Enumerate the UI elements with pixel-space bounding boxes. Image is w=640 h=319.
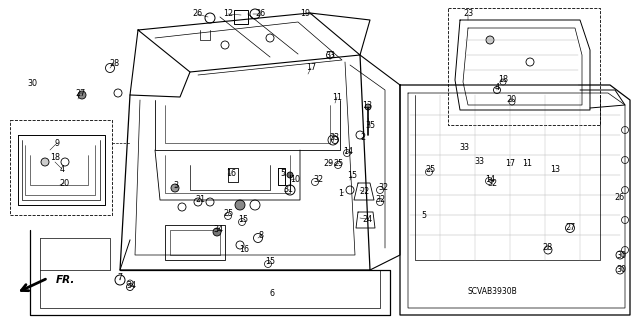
Text: 15: 15 <box>265 257 275 266</box>
Text: 26: 26 <box>614 194 624 203</box>
Circle shape <box>41 158 49 166</box>
Text: 9: 9 <box>54 138 60 147</box>
Text: 26: 26 <box>255 10 265 19</box>
Text: 5: 5 <box>421 211 427 219</box>
Text: 30: 30 <box>616 250 626 259</box>
Text: 33: 33 <box>329 133 339 143</box>
Text: 3: 3 <box>173 182 179 190</box>
Text: 15: 15 <box>238 216 248 225</box>
Text: 13: 13 <box>550 166 560 174</box>
Bar <box>170 230 220 255</box>
Text: FR.: FR. <box>56 275 76 285</box>
Text: 20: 20 <box>506 95 516 105</box>
Circle shape <box>287 172 293 178</box>
Text: 25: 25 <box>224 209 234 218</box>
Circle shape <box>486 36 494 44</box>
Circle shape <box>78 91 86 99</box>
Text: 31: 31 <box>283 186 293 195</box>
Text: 25: 25 <box>425 166 435 174</box>
Text: 30: 30 <box>616 265 626 275</box>
Text: 11: 11 <box>522 159 532 167</box>
Text: 33: 33 <box>459 143 469 152</box>
Text: 34: 34 <box>126 280 136 290</box>
Text: 26: 26 <box>192 10 202 19</box>
Text: 14: 14 <box>485 174 495 183</box>
Circle shape <box>171 184 179 192</box>
Text: 32: 32 <box>375 196 385 204</box>
Text: 18: 18 <box>50 153 60 162</box>
Text: 21: 21 <box>195 196 205 204</box>
Text: 6: 6 <box>269 288 275 298</box>
Text: 22: 22 <box>359 188 369 197</box>
Text: 1: 1 <box>339 189 344 197</box>
Circle shape <box>235 200 245 210</box>
Text: 10: 10 <box>290 174 300 183</box>
Text: 27: 27 <box>566 224 576 233</box>
Text: 35: 35 <box>365 121 375 130</box>
Text: 11: 11 <box>332 93 342 101</box>
Text: 20: 20 <box>59 179 69 188</box>
Text: 16: 16 <box>226 169 236 179</box>
Text: 2: 2 <box>360 133 365 143</box>
Text: 28: 28 <box>542 243 552 253</box>
Text: 4: 4 <box>60 165 65 174</box>
Text: 33: 33 <box>474 158 484 167</box>
Bar <box>165 225 225 260</box>
Text: 24: 24 <box>362 214 372 224</box>
Circle shape <box>213 228 221 236</box>
Text: 23: 23 <box>463 10 473 19</box>
Text: 33: 33 <box>325 50 335 60</box>
Text: 29: 29 <box>324 159 334 167</box>
Text: 32: 32 <box>313 175 323 184</box>
Text: 8: 8 <box>259 232 264 241</box>
Text: 28: 28 <box>109 58 119 68</box>
Text: 19: 19 <box>300 10 310 19</box>
Text: 18: 18 <box>498 76 508 85</box>
Text: 17: 17 <box>306 63 316 72</box>
Text: 27: 27 <box>75 88 85 98</box>
Text: 17: 17 <box>505 159 515 167</box>
Bar <box>234 10 248 24</box>
Text: 32: 32 <box>378 183 388 192</box>
Text: 14: 14 <box>343 146 353 155</box>
Text: 34: 34 <box>213 226 223 234</box>
Text: 12: 12 <box>223 10 233 19</box>
Text: 4: 4 <box>495 84 499 93</box>
Text: 16: 16 <box>239 246 249 255</box>
Circle shape <box>365 104 371 110</box>
Text: 15: 15 <box>347 172 357 181</box>
Text: 32: 32 <box>487 179 497 188</box>
Text: 30: 30 <box>27 78 37 87</box>
Text: 25: 25 <box>334 159 344 167</box>
Text: SCVAB3930B: SCVAB3930B <box>468 287 518 296</box>
Text: 13: 13 <box>362 101 372 110</box>
Text: 7: 7 <box>117 273 123 283</box>
Text: 5: 5 <box>280 169 285 179</box>
